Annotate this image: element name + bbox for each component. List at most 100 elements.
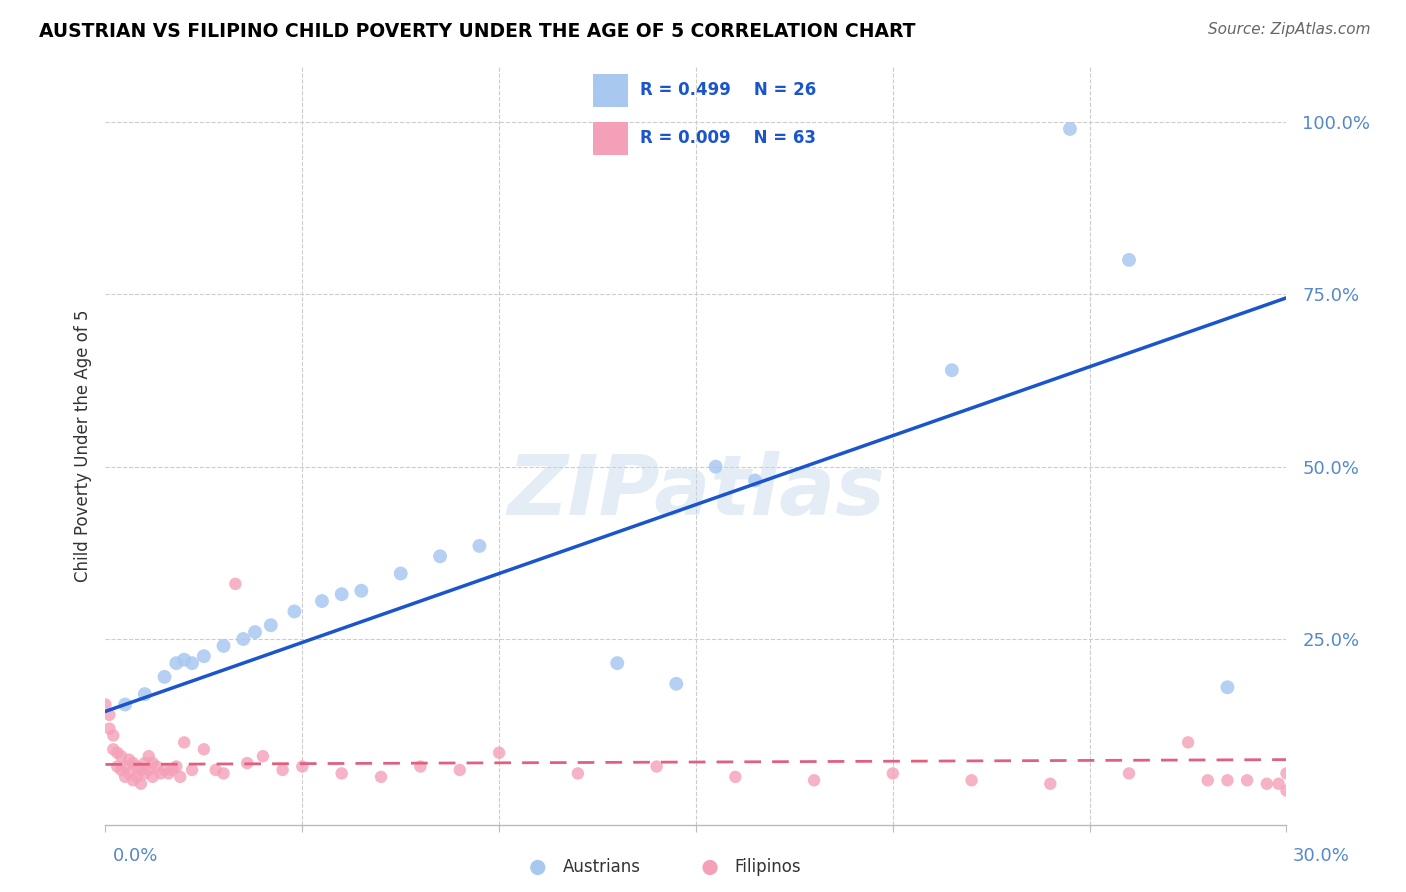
Point <box>153 670 176 684</box>
Text: 30.0%: 30.0% <box>1294 847 1350 865</box>
Point <box>157 766 180 780</box>
Point <box>645 759 668 773</box>
Point <box>114 698 136 712</box>
Point <box>138 763 160 777</box>
Point <box>744 474 766 488</box>
Point <box>350 583 373 598</box>
Point <box>429 549 451 564</box>
Point <box>449 763 471 777</box>
Text: ZIPatlas: ZIPatlas <box>508 451 884 532</box>
Point <box>1216 680 1239 694</box>
Point <box>330 587 353 601</box>
Point <box>173 735 195 749</box>
Point <box>134 766 156 780</box>
Point <box>181 763 204 777</box>
Text: R = 0.009    N = 63: R = 0.009 N = 63 <box>640 129 815 147</box>
Point <box>941 363 963 377</box>
Point <box>1216 773 1239 788</box>
Point <box>165 656 187 670</box>
Point <box>704 459 727 474</box>
Point <box>527 860 550 874</box>
Point <box>488 746 510 760</box>
Point <box>110 763 132 777</box>
Point <box>118 766 141 780</box>
Point <box>699 860 721 874</box>
Point <box>960 773 983 788</box>
Point <box>193 742 215 756</box>
Point <box>94 698 117 712</box>
Point <box>606 656 628 670</box>
Point <box>145 759 167 773</box>
Point <box>162 763 184 777</box>
Point <box>291 759 314 773</box>
Point <box>271 763 294 777</box>
Point <box>1197 773 1219 788</box>
Point <box>125 759 148 773</box>
Bar <box>593 74 627 106</box>
Point <box>803 773 825 788</box>
Point <box>149 766 172 780</box>
Text: AUSTRIAN VS FILIPINO CHILD POVERTY UNDER THE AGE OF 5 CORRELATION CHART: AUSTRIAN VS FILIPINO CHILD POVERTY UNDER… <box>39 22 915 41</box>
Text: 0.0%: 0.0% <box>112 847 157 865</box>
Point <box>142 770 165 784</box>
Point <box>173 653 195 667</box>
Y-axis label: Child Poverty Under the Age of 5: Child Poverty Under the Age of 5 <box>73 310 91 582</box>
Point <box>224 577 246 591</box>
Point <box>212 639 235 653</box>
Point <box>212 766 235 780</box>
Point <box>165 759 187 773</box>
Point <box>1059 122 1081 136</box>
Point <box>243 625 266 640</box>
Point <box>103 742 125 756</box>
Point <box>138 749 160 764</box>
Point <box>193 649 215 664</box>
Point <box>181 656 204 670</box>
Point <box>370 770 392 784</box>
Point <box>724 770 747 784</box>
Text: Austrians: Austrians <box>562 858 640 877</box>
Point <box>118 753 141 767</box>
Point <box>311 594 333 608</box>
Point <box>153 763 176 777</box>
Point <box>1256 777 1278 791</box>
Point <box>122 773 145 788</box>
Point <box>103 729 125 743</box>
Point <box>1275 783 1298 797</box>
Point <box>122 756 145 770</box>
Point <box>1039 777 1062 791</box>
Point <box>204 763 226 777</box>
Point <box>129 777 152 791</box>
Point <box>468 539 491 553</box>
Point <box>105 746 128 760</box>
Point <box>129 763 152 777</box>
Point <box>409 759 432 773</box>
Point <box>105 759 128 773</box>
Point <box>882 766 904 780</box>
Point <box>134 756 156 770</box>
Point <box>98 722 121 736</box>
Point <box>1236 773 1258 788</box>
Point <box>665 677 688 691</box>
Point <box>134 687 156 701</box>
Point <box>125 770 148 784</box>
Point <box>142 756 165 770</box>
Text: Source: ZipAtlas.com: Source: ZipAtlas.com <box>1208 22 1371 37</box>
Point <box>567 766 589 780</box>
Point <box>98 707 121 722</box>
Point <box>1267 777 1289 791</box>
Point <box>252 749 274 764</box>
Point <box>232 632 254 646</box>
Point <box>330 766 353 780</box>
Text: R = 0.499    N = 26: R = 0.499 N = 26 <box>640 81 817 99</box>
Bar <box>593 122 627 155</box>
Text: Filipinos: Filipinos <box>734 858 801 877</box>
Point <box>260 618 283 632</box>
Point <box>1118 766 1140 780</box>
Point <box>389 566 412 581</box>
Point <box>169 770 191 784</box>
Point <box>1118 252 1140 267</box>
Point <box>236 756 259 770</box>
Point <box>114 770 136 784</box>
Point <box>1177 735 1199 749</box>
Point <box>110 749 132 764</box>
